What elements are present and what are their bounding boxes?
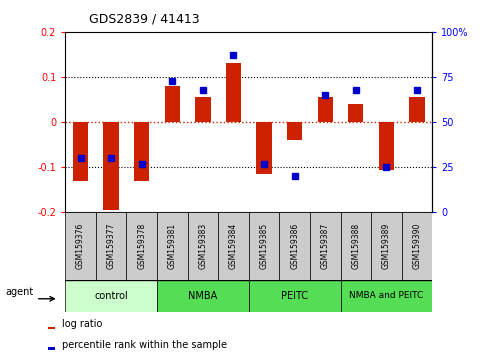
Bar bbox=[165, 86, 180, 122]
Text: percentile rank within the sample: percentile rank within the sample bbox=[62, 339, 227, 350]
FancyBboxPatch shape bbox=[65, 280, 157, 312]
Text: GSM159384: GSM159384 bbox=[229, 223, 238, 269]
Bar bbox=[348, 104, 364, 122]
FancyBboxPatch shape bbox=[310, 212, 341, 280]
FancyBboxPatch shape bbox=[157, 212, 187, 280]
Text: GSM159377: GSM159377 bbox=[107, 223, 115, 269]
Text: NMBA: NMBA bbox=[188, 291, 217, 301]
FancyBboxPatch shape bbox=[157, 280, 249, 312]
FancyBboxPatch shape bbox=[187, 212, 218, 280]
Bar bbox=[73, 122, 88, 181]
Text: GDS2839 / 41413: GDS2839 / 41413 bbox=[89, 12, 200, 25]
Bar bbox=[48, 327, 55, 329]
FancyBboxPatch shape bbox=[96, 212, 127, 280]
Bar bbox=[410, 97, 425, 122]
Bar bbox=[256, 122, 272, 174]
Bar bbox=[379, 122, 394, 170]
FancyBboxPatch shape bbox=[218, 212, 249, 280]
FancyBboxPatch shape bbox=[371, 212, 402, 280]
Text: NMBA and PEITC: NMBA and PEITC bbox=[349, 291, 424, 300]
Bar bbox=[134, 122, 149, 181]
FancyBboxPatch shape bbox=[341, 212, 371, 280]
Text: GSM159386: GSM159386 bbox=[290, 223, 299, 269]
FancyBboxPatch shape bbox=[65, 212, 96, 280]
Text: GSM159376: GSM159376 bbox=[76, 223, 85, 269]
Text: GSM159387: GSM159387 bbox=[321, 223, 330, 269]
Bar bbox=[318, 97, 333, 122]
Text: GSM159381: GSM159381 bbox=[168, 223, 177, 269]
Text: GSM159388: GSM159388 bbox=[351, 223, 360, 269]
Text: PEITC: PEITC bbox=[281, 291, 308, 301]
Text: GSM159383: GSM159383 bbox=[199, 223, 207, 269]
FancyBboxPatch shape bbox=[127, 212, 157, 280]
Bar bbox=[48, 348, 55, 350]
FancyBboxPatch shape bbox=[279, 212, 310, 280]
Bar bbox=[103, 122, 119, 210]
Bar bbox=[195, 97, 211, 122]
Text: control: control bbox=[94, 291, 128, 301]
Text: agent: agent bbox=[5, 287, 33, 297]
FancyBboxPatch shape bbox=[341, 280, 432, 312]
Text: GSM159390: GSM159390 bbox=[412, 223, 422, 269]
FancyBboxPatch shape bbox=[402, 212, 432, 280]
Bar bbox=[287, 122, 302, 140]
Text: log ratio: log ratio bbox=[62, 319, 102, 329]
FancyBboxPatch shape bbox=[249, 280, 341, 312]
Text: GSM159385: GSM159385 bbox=[259, 223, 269, 269]
Text: GSM159389: GSM159389 bbox=[382, 223, 391, 269]
Bar bbox=[226, 63, 241, 122]
FancyBboxPatch shape bbox=[249, 212, 279, 280]
Text: GSM159378: GSM159378 bbox=[137, 223, 146, 269]
